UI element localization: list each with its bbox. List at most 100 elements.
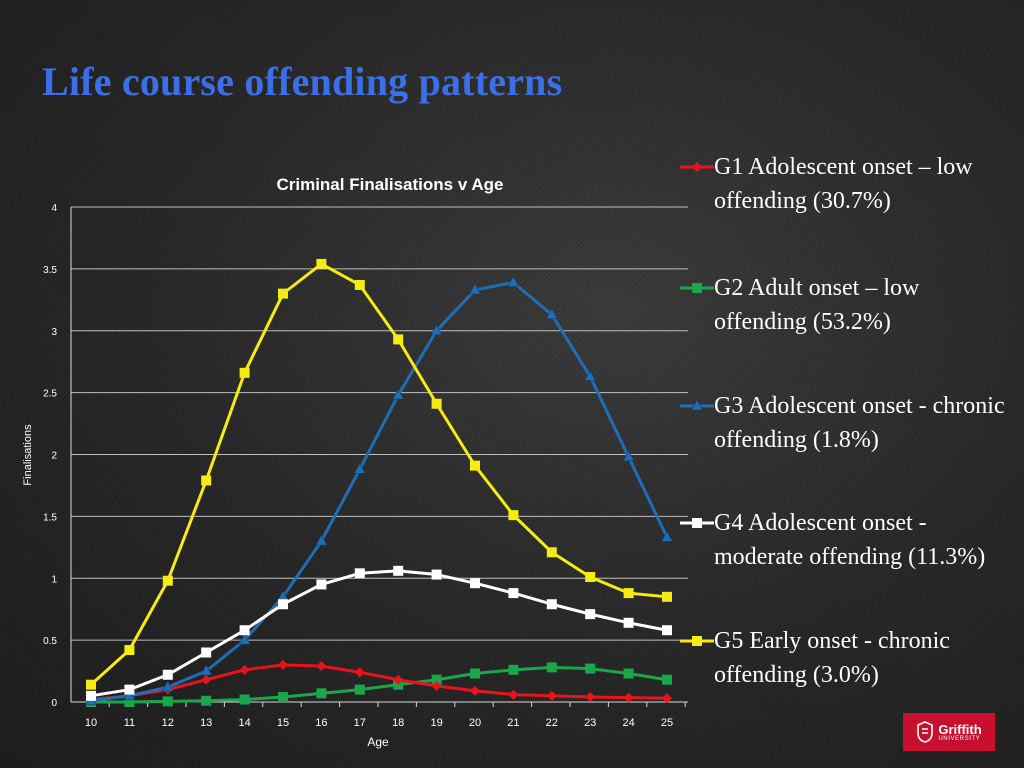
y-tick-label: 1 <box>51 574 57 585</box>
x-tick-label: 23 <box>584 717 596 729</box>
data-point-g5 <box>162 575 173 586</box>
series-line-g4 <box>90 569 668 698</box>
series-g3 <box>84 275 674 706</box>
data-point-g1 <box>508 689 519 700</box>
y-tick-label: 3.5 <box>43 265 57 276</box>
data-point-g1 <box>201 674 212 685</box>
y-tick-label: 0.5 <box>43 636 57 647</box>
data-point-g5 <box>201 475 212 486</box>
data-point-g1 <box>316 661 327 672</box>
data-point-g4 <box>470 578 480 589</box>
data-point-g3 <box>468 283 482 295</box>
page-title: Life course offending patterns <box>42 59 563 104</box>
data-point-g2 <box>239 694 250 705</box>
data-point-g2 <box>278 692 288 703</box>
data-point-g2 <box>201 695 212 706</box>
y-tick-label: 4 <box>51 203 57 214</box>
x-tick-label: 13 <box>200 717 212 729</box>
data-point-g3 <box>507 275 520 287</box>
data-point-g2 <box>623 668 634 679</box>
x-tick-label: 11 <box>124 717 135 729</box>
gridlines <box>70 206 688 703</box>
data-point-g1 <box>431 680 442 691</box>
x-tick-labels: 10 11 12 13 14 15 16 17 18 19 20 21 22 23 24 25 <box>85 702 686 729</box>
x-tick-label: 19 <box>430 717 442 729</box>
legend-label-g5: G5 Early onset - chronic offending (3.0%… <box>714 628 950 688</box>
legend-marker <box>692 283 702 293</box>
series-group <box>84 258 674 707</box>
logo-sub-text: UNIVERSITY <box>938 735 981 742</box>
data-point-g4 <box>585 609 596 620</box>
legend-swatch-g4 <box>680 518 714 528</box>
x-tick-label: 16 <box>315 717 327 729</box>
data-point-g5 <box>508 510 519 521</box>
x-tick-label: 14 <box>238 717 250 729</box>
series-line-g2 <box>91 665 668 704</box>
x-tick-label: 20 <box>469 717 481 729</box>
data-point-g4 <box>86 690 96 701</box>
legend-label-g3: G3 Adolescent onset - chronic offending … <box>714 393 1005 453</box>
data-point-g1 <box>585 692 596 703</box>
data-point-g3 <box>200 664 213 676</box>
data-point-g4 <box>124 684 135 695</box>
logo-main-text: Griffith <box>938 721 982 737</box>
data-point-g5 <box>393 334 404 345</box>
data-point-g1 <box>662 693 672 704</box>
x-tick-label: 10 <box>85 717 97 729</box>
data-point-g2 <box>508 664 519 675</box>
legend-marker <box>690 399 704 411</box>
y-tick-labels: 0 0.5 1 1.5 2 2.5 3 3.5 4 <box>43 203 57 709</box>
data-point-g1 <box>278 659 288 670</box>
legend-swatch-g3 <box>680 399 714 411</box>
legend-label-g1: G1 Adolescent onset – low offending (30.… <box>714 154 973 214</box>
y-tick-label: 1.5 <box>43 512 57 523</box>
data-point-g4 <box>278 599 288 610</box>
data-point-g2 <box>662 674 672 685</box>
x-tick-label: 25 <box>661 717 673 729</box>
data-point-g3 <box>584 369 597 381</box>
x-axis-label: Age <box>367 735 389 749</box>
data-point-g5 <box>86 679 96 690</box>
data-point-g4 <box>201 647 212 658</box>
data-point-g3 <box>660 530 674 542</box>
data-point-g5 <box>662 591 672 602</box>
data-point-g3 <box>545 308 558 319</box>
data-point-g1 <box>470 685 480 696</box>
data-point-g3 <box>353 462 366 474</box>
legend-marker <box>692 518 702 528</box>
x-tick-label: 22 <box>546 717 558 729</box>
x-tick-label: 17 <box>354 717 366 729</box>
data-point-g5 <box>585 572 596 583</box>
x-tick-label: 12 <box>162 717 174 729</box>
data-point-g1 <box>623 692 634 703</box>
x-tick-label: 15 <box>277 717 289 729</box>
crest-icon <box>917 721 934 743</box>
data-point-g3 <box>238 633 251 645</box>
legend-marker <box>692 636 702 646</box>
chart-title: Criminal Finalisations v Age <box>276 175 503 194</box>
data-point-g5 <box>124 645 135 656</box>
y-axis-label: Finalisations <box>22 424 34 486</box>
data-point-g2 <box>316 688 327 699</box>
data-point-g5 <box>278 288 288 299</box>
x-tick-label: 24 <box>622 717 634 729</box>
data-point-g5 <box>546 547 557 558</box>
data-point-g2 <box>354 684 365 695</box>
legend-swatch-g1 <box>680 162 714 172</box>
data-point-g3 <box>622 450 635 462</box>
data-point-g5 <box>316 258 327 269</box>
legend-swatch-g5 <box>680 636 714 646</box>
legend-marker <box>692 162 702 172</box>
data-point-g5 <box>354 279 365 290</box>
data-point-g5 <box>470 460 480 471</box>
data-point-g3 <box>315 534 328 546</box>
data-point-g2 <box>162 696 173 707</box>
data-point-g4 <box>431 569 442 580</box>
data-point-g4 <box>239 625 250 636</box>
data-point-g4 <box>316 579 327 590</box>
legend-label-g2: G2 Adult onset – low offending (53.2%) <box>714 275 920 335</box>
data-point-g4 <box>508 588 519 599</box>
data-point-g3 <box>161 680 174 692</box>
series-line-g1 <box>90 663 668 702</box>
